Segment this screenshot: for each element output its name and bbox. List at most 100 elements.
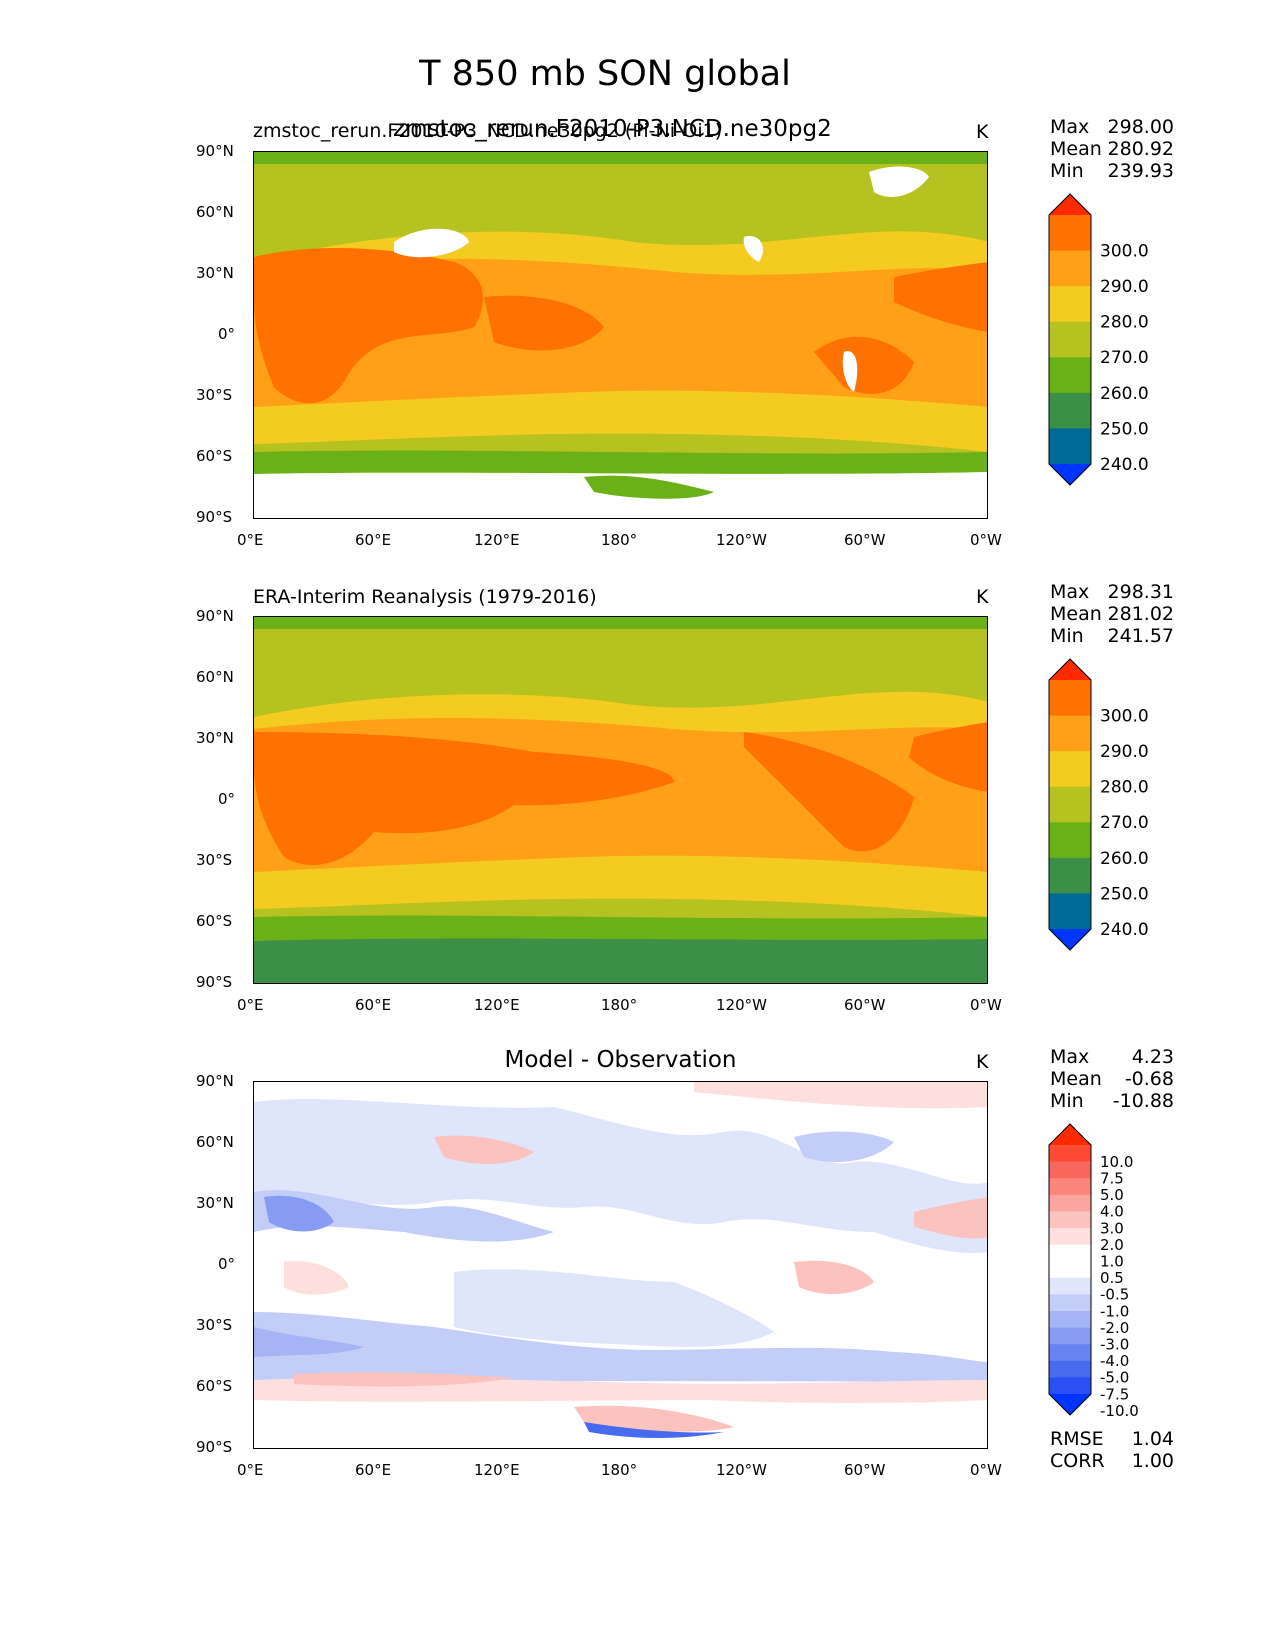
panel-2-ylabel-0: 90°N [196, 607, 234, 625]
panel-1-xlabel-5: 60°W [844, 531, 886, 549]
panel-2-stats-values: 298.31 281.02 241.57 [1098, 581, 1174, 647]
panel-3-metrics-values: 1.04 1.00 [1098, 1428, 1174, 1472]
panel-2-max: 298.31 [1107, 581, 1174, 603]
panel-3-units: K [976, 1051, 989, 1073]
colorbar-box [1049, 1277, 1091, 1295]
panel-1-ylabel-1: 60°N [196, 203, 234, 221]
panel-2-field [254, 617, 987, 983]
panel-3-map [253, 1081, 988, 1449]
panel-1-field [254, 152, 987, 518]
panel-3-xlabel-0: 0°E [237, 1461, 264, 1479]
colorbar-tick-label: 300.0 [1100, 707, 1149, 727]
colorbar-tick-label: -1.0 [1100, 1302, 1129, 1320]
colorbar-svg: 10.07.55.04.03.02.01.00.5-0.5-1.0-2.0-3.… [1048, 1123, 1139, 1416]
panel-3-field [254, 1082, 987, 1448]
panel-3-ylabel-4: 30°S [196, 1316, 233, 1334]
panel-1-max: 298.00 [1107, 116, 1174, 138]
corr-label: CORR [1050, 1450, 1105, 1472]
colorbar-tick-label: 270.0 [1100, 813, 1149, 833]
panel-1-xlabel-3: 180° [601, 531, 638, 549]
corr-value: 1.00 [1131, 1450, 1174, 1472]
panel-1-ylabel-0: 90°N [196, 142, 234, 160]
panel-1-mean: 280.92 [1107, 138, 1174, 160]
colorbar-tick-label: 10.0 [1100, 1153, 1133, 1171]
panel-1-ylabel-3: 0° [218, 325, 236, 343]
panel-1-xlabel-4: 120°W [716, 531, 767, 549]
colorbar-tick-label: 240.0 [1100, 920, 1149, 940]
colorbar-box [1049, 1194, 1091, 1212]
panel-2-stats-labels: Max Mean Min [1050, 581, 1102, 647]
colorbar-box [1049, 786, 1091, 823]
panel-1-ylabel-2: 30°N [196, 264, 234, 282]
colorbar-tick-label: 3.0 [1100, 1219, 1124, 1237]
panel-2-units: K [976, 586, 989, 608]
colorbar-extend-bottom [1049, 1394, 1091, 1415]
colorbar-box [1049, 321, 1091, 358]
rmse-label: RMSE [1050, 1428, 1104, 1450]
colorbar-box [1049, 1294, 1091, 1312]
colorbar-box [1049, 215, 1091, 252]
colorbar-tick-label: 290.0 [1100, 742, 1149, 762]
panel-3-metrics-labels: RMSE CORR [1050, 1428, 1105, 1472]
colorbar-box [1049, 893, 1091, 930]
colorbar-box [1049, 1145, 1091, 1163]
colorbar-tick-label: 260.0 [1100, 384, 1149, 404]
colorbar-tick-label: 250.0 [1100, 884, 1149, 904]
colorbar-box [1049, 857, 1091, 895]
panel-2-ylabel-2: 30°N [196, 729, 234, 747]
colorbar-tick-label: -5.0 [1100, 1369, 1129, 1387]
panel-2-xlabel-4: 120°W [716, 996, 767, 1014]
colorbar-box [1049, 1360, 1091, 1378]
panel-1-xlabel-6: 0°W [970, 531, 1002, 549]
colorbar-box [1049, 715, 1091, 752]
colorbar-extend-top [1049, 194, 1091, 215]
panel-2-ylabel-4: 30°S [196, 851, 233, 869]
colorbar-outline [1048, 658, 1092, 951]
rmse-value: 1.04 [1131, 1428, 1174, 1450]
figure-title: T 850 mb SON global [419, 54, 791, 94]
colorbar-tick-label: 260.0 [1100, 849, 1149, 869]
panel-3-ylabel-2: 30°N [196, 1194, 234, 1212]
panel-2-ylabel-1: 60°N [196, 668, 234, 686]
panel-1-ylabel-4: 30°S [196, 386, 233, 404]
colorbar-box [1049, 428, 1091, 465]
colorbar-tick-label: 300.0 [1100, 242, 1149, 262]
colorbar-box [1049, 1244, 1091, 1262]
colorbar-outline [1048, 193, 1092, 486]
colorbar-extend-top [1049, 1124, 1091, 1145]
colorbar-tick-label: -10.0 [1100, 1402, 1139, 1416]
panel-1-xlabel-1: 60°E [355, 531, 392, 549]
panel-1-ylabel-5: 60°S [196, 447, 233, 465]
panel-1-map [253, 151, 988, 519]
colorbar-extend-bottom [1049, 929, 1091, 950]
panel-1-units: K [976, 121, 989, 143]
panel-1-ylabel-6: 90°S [196, 508, 233, 526]
colorbar-box [1049, 286, 1091, 323]
panel-3-ylabel-6: 90°S [196, 1438, 233, 1456]
panel-1-overlay-title: zmstoc_rerun.F2010-P3.NCD.ne30pg2 [393, 116, 832, 142]
colorbar-tick-label: 270.0 [1100, 348, 1149, 368]
colorbar-tick-label: 1.0 [1100, 1252, 1124, 1270]
panel-2-xlabel-1: 60°E [355, 996, 392, 1014]
colorbar-box [1049, 1211, 1091, 1229]
panel-3-ylabel-1: 60°N [196, 1133, 234, 1151]
panel-2-ylabel-6: 90°S [196, 973, 233, 991]
panel-2-ylabel-5: 60°S [196, 912, 233, 930]
colorbar-outline [1048, 1123, 1092, 1416]
panel-2-ylabel-3: 0° [218, 790, 236, 808]
colorbar-tick-label: 2.0 [1100, 1236, 1124, 1254]
colorbar-box [1049, 1161, 1091, 1179]
panel-3-ylabel-5: 60°S [196, 1377, 233, 1395]
panel-2-title: ERA-Interim Reanalysis (1979-2016) [253, 586, 597, 608]
panel-1-title: zmstoc_rerun.F2010-P3_NCD.ne30pg2 (Pi-Ni… [253, 120, 723, 142]
panel-3-stats-labels: Max Mean Min [1050, 1046, 1102, 1112]
panel-3-xlabel-2: 120°E [474, 1461, 520, 1479]
panel-2-mean: 281.02 [1107, 603, 1174, 625]
panel-1-min: 239.93 [1107, 160, 1174, 182]
colorbar-box [1049, 680, 1091, 717]
colorbar-box [1049, 1377, 1091, 1395]
